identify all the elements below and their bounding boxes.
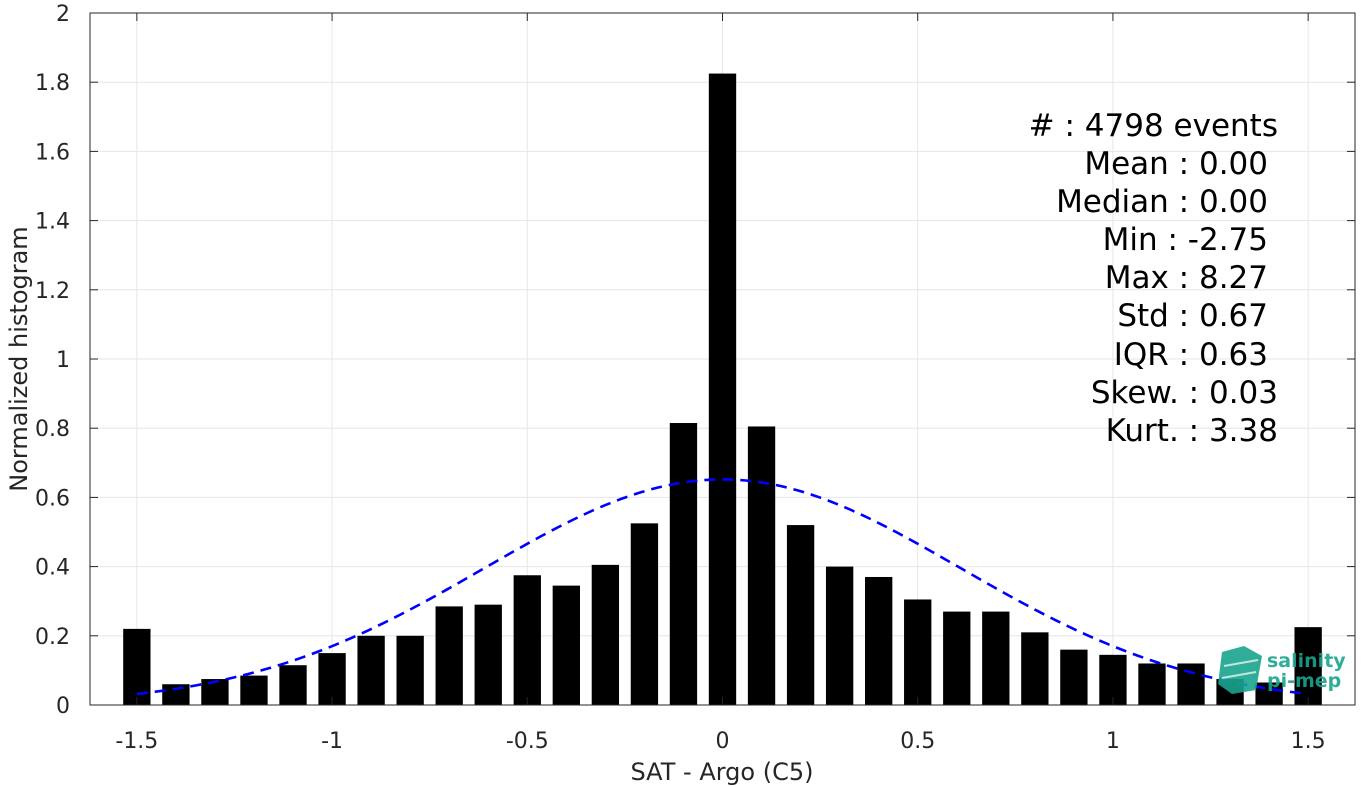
histogram-bar — [669, 423, 698, 705]
histogram-bar — [279, 665, 307, 705]
gaussian-fit-curve — [136, 478, 1309, 696]
stat-min: Min : -2.75 — [1103, 222, 1268, 258]
histogram-bar — [865, 576, 893, 705]
histogram-bar — [396, 635, 424, 705]
y-axis-label: Normalized histogram — [5, 226, 33, 491]
x-tick-label: -1 — [321, 729, 343, 754]
stat-iqr: IQR : 0.63 — [1114, 337, 1268, 373]
histogram-bar — [747, 426, 776, 705]
stat-count: # : 4798 events — [1029, 108, 1278, 144]
x-axis-ticks: -1.5 -1 -0.5 0 0.5 1 1.5 — [115, 13, 1326, 754]
y-tick-label: 2 — [56, 2, 70, 27]
histogram-bar — [1177, 663, 1205, 705]
y-axis-ticks: 0 0.2 0.4 0.6 0.8 1 1.2 1.4 1.6 1.8 2 — [35, 2, 1355, 719]
y-tick-label: 1.2 — [35, 279, 70, 304]
histogram-bar — [201, 679, 229, 705]
y-tick-label: 0.8 — [35, 417, 70, 442]
histogram-bar — [240, 675, 268, 705]
stat-mean: Mean : 0.00 — [1084, 146, 1268, 182]
y-tick-label: 1.8 — [35, 71, 70, 96]
y-tick-label: 1 — [56, 348, 70, 373]
histogram-bar — [904, 599, 932, 705]
histogram-bar — [513, 575, 541, 705]
y-tick-label: 0.4 — [35, 556, 70, 581]
statistics-annotation: # : 4798 events Mean : 0.00 Median : 0.0… — [1029, 108, 1278, 449]
x-axis-label: SAT - Argo (C5) — [631, 758, 814, 786]
stat-std: Std : 0.67 — [1117, 298, 1268, 334]
x-tick-label: 0.5 — [900, 729, 935, 754]
salinity-pimep-logo: salinity pi-mep — [1218, 646, 1346, 694]
y-tick-label: 0.2 — [35, 625, 70, 650]
histogram-bar — [630, 523, 659, 705]
histogram-bar — [708, 73, 737, 706]
histogram-bar — [162, 684, 190, 705]
x-tick-label: 0 — [716, 729, 730, 754]
histogram-bar — [435, 606, 463, 705]
histogram-bar — [552, 585, 580, 705]
histogram-bar — [1021, 632, 1049, 705]
histogram-bar — [1138, 663, 1166, 705]
y-tick-label: 1.6 — [35, 140, 70, 165]
histogram-bar — [318, 653, 346, 705]
stat-median: Median : 0.00 — [1056, 184, 1268, 220]
histogram-bar — [1099, 654, 1127, 705]
y-tick-label: 1.4 — [35, 210, 70, 235]
histogram-bar — [1060, 649, 1088, 705]
histogram-bar — [943, 611, 971, 705]
x-tick-label: -0.5 — [506, 729, 549, 754]
logo-emblem-icon — [1218, 646, 1262, 694]
logo-text-pimep: pi-mep — [1267, 670, 1341, 692]
histogram-bar — [982, 611, 1010, 705]
stat-max: Max : 8.27 — [1105, 260, 1268, 296]
histogram-bar — [786, 525, 815, 705]
histogram-bar — [825, 566, 854, 705]
stat-kurt: Kurt. : 3.38 — [1106, 413, 1278, 449]
x-tick-label: 1 — [1106, 729, 1120, 754]
histogram-bar — [474, 604, 502, 705]
histogram-bars — [123, 73, 1322, 706]
stat-skew: Skew. : 0.03 — [1091, 375, 1278, 411]
histogram-bar — [357, 635, 385, 705]
x-tick-label: 1.5 — [1291, 729, 1326, 754]
logo-emblem-stripe — [1221, 659, 1259, 679]
y-tick-label: 0 — [56, 694, 70, 719]
y-tick-label: 0.6 — [35, 486, 70, 511]
histogram-bar — [591, 564, 620, 705]
logo-text-salinity: salinity — [1267, 650, 1346, 672]
x-tick-label: -1.5 — [115, 729, 158, 754]
